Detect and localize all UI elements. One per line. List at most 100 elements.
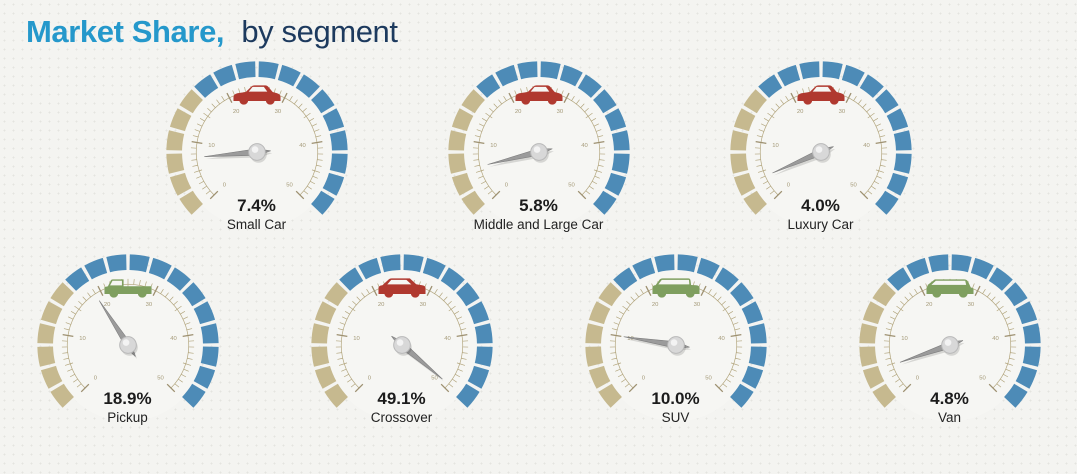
gauge-value: 4.8% xyxy=(930,389,969,408)
gauge-needle xyxy=(771,143,835,176)
luxury-sedan-icon xyxy=(796,85,845,105)
scale-label: 0 xyxy=(504,183,508,189)
scale-label: 10 xyxy=(901,336,908,342)
gauge-scale-labels: 0 10 20 30 40 50 xyxy=(208,109,306,189)
van-icon xyxy=(925,279,974,298)
gauge-scale-labels: 0 10 20 30 40 50 xyxy=(490,109,588,189)
scale-label: 10 xyxy=(772,143,779,149)
scale-label: 50 xyxy=(568,183,575,189)
scale-label: 40 xyxy=(863,143,870,149)
gauge-label: SUV xyxy=(661,409,690,425)
gauge-scale-labels: 0 10 20 30 40 50 xyxy=(901,302,999,382)
gauge-needle xyxy=(98,300,138,359)
gauge-label: Pickup xyxy=(107,409,148,425)
gauge-scale-labels: 0 10 20 30 40 50 xyxy=(353,302,451,382)
gauge-crossover: 0 10 20 30 40 50 49.1% Crossover xyxy=(292,247,512,425)
gauge-label: Crossover xyxy=(370,409,433,425)
gauge-dial: 0 10 20 30 40 50 xyxy=(36,254,219,422)
gauge-row-2: 0 10 20 30 40 50 18.9% Pickup 0 10 20 30 40 50 49.1% Cr… xyxy=(0,247,1077,425)
crossover-icon xyxy=(377,278,426,298)
title-secondary: by segment xyxy=(241,14,398,49)
scale-label: 50 xyxy=(979,376,986,382)
gauge-dial: 0 10 20 30 40 50 xyxy=(165,61,348,229)
scale-label: 20 xyxy=(103,302,110,308)
scale-label: 10 xyxy=(353,336,360,342)
scale-label: 50 xyxy=(286,183,293,189)
scale-label: 10 xyxy=(490,143,497,149)
gauge-pickup: 0 10 20 30 40 50 18.9% Pickup xyxy=(18,247,238,425)
scale-label: 40 xyxy=(992,336,999,342)
scale-label: 40 xyxy=(299,143,306,149)
gauge-scale-labels: 0 10 20 30 40 50 xyxy=(79,302,177,382)
scale-label: 30 xyxy=(145,302,152,308)
scale-label: 30 xyxy=(838,109,845,115)
sedan-icon xyxy=(232,85,281,105)
gauge-value: 7.4% xyxy=(237,196,276,215)
scale-label: 50 xyxy=(157,376,164,382)
scale-label: 20 xyxy=(232,109,239,115)
scale-label: 20 xyxy=(514,109,521,115)
gauge-needle xyxy=(390,335,444,382)
gauge-luxury-car: 0 10 20 30 40 50 4.0% Luxury Car xyxy=(711,54,931,232)
gauge-dial: 0 10 20 30 40 50 xyxy=(447,61,630,229)
gauge-value: 10.0% xyxy=(651,389,700,408)
suv-icon xyxy=(651,278,700,298)
gauge-small-car: 0 10 20 30 40 50 7.4% Small Car xyxy=(147,54,367,232)
gauge-needle xyxy=(623,336,691,356)
gauge-ring xyxy=(584,254,767,408)
scale-label: 50 xyxy=(431,376,438,382)
gauge-ring xyxy=(447,61,630,215)
gauge-label: Luxury Car xyxy=(787,216,854,232)
scale-label: 0 xyxy=(93,376,97,382)
scale-label: 20 xyxy=(651,302,658,308)
gauge-scale-labels: 0 10 20 30 40 50 xyxy=(772,109,870,189)
scale-label: 40 xyxy=(444,336,451,342)
scale-label: 10 xyxy=(208,143,215,149)
scale-label: 30 xyxy=(419,302,426,308)
scale-label: 20 xyxy=(796,109,803,115)
scale-label: 40 xyxy=(170,336,177,342)
gauge-ticks xyxy=(335,278,468,393)
scale-label: 0 xyxy=(222,183,226,189)
scale-label: 0 xyxy=(641,376,645,382)
scale-label: 0 xyxy=(786,183,790,189)
pickup-truck-icon xyxy=(103,279,152,298)
gauge-label: Small Car xyxy=(226,216,287,232)
gauge-dial: 0 10 20 30 40 50 xyxy=(584,254,767,422)
gauge-ring xyxy=(858,254,1041,408)
scale-label: 20 xyxy=(925,302,932,308)
scale-label: 10 xyxy=(627,336,634,342)
gauge-needle xyxy=(486,143,554,167)
gauge-middle-and-large-car: 0 10 20 30 40 50 5.8% Middle and Large Car xyxy=(429,54,649,232)
scale-label: 0 xyxy=(915,376,919,382)
scale-label: 40 xyxy=(581,143,588,149)
scale-label: 0 xyxy=(367,376,371,382)
scale-label: 30 xyxy=(693,302,700,308)
scale-label: 50 xyxy=(705,376,712,382)
scale-label: 10 xyxy=(79,336,86,342)
sedan-icon xyxy=(514,85,563,105)
gauge-label: Van xyxy=(937,409,962,425)
gauge-value: 49.1% xyxy=(377,389,426,408)
gauge-dial: 0 10 20 30 40 50 xyxy=(858,254,1041,422)
gauge-ring xyxy=(165,61,348,215)
scale-label: 30 xyxy=(556,109,563,115)
gauge-needle xyxy=(203,143,272,163)
scale-label: 50 xyxy=(850,183,857,189)
gauge-suv: 0 10 20 30 40 50 10.0% SUV xyxy=(566,247,786,425)
gauge-dial: 0 10 20 30 40 50 xyxy=(729,61,912,229)
title-primary: Market Share, xyxy=(26,14,225,49)
gauge-van: 0 10 20 30 40 50 4.8% Van xyxy=(840,247,1060,425)
gauge-row-1: 0 10 20 30 40 50 7.4% Small Car 0 10 20 30 40 50 5.8% M… xyxy=(0,54,1077,232)
scale-label: 40 xyxy=(718,336,725,342)
gauge-ring xyxy=(729,61,912,215)
gauge-dial: 0 10 20 30 40 50 xyxy=(310,254,493,422)
scale-label: 20 xyxy=(377,302,384,308)
gauge-needle xyxy=(899,336,965,365)
gauge-label: Middle and Large Car xyxy=(473,216,604,232)
scale-label: 30 xyxy=(967,302,974,308)
gauge-value: 4.0% xyxy=(801,196,840,215)
gauge-value: 5.8% xyxy=(519,196,558,215)
gauge-ring xyxy=(310,254,493,408)
